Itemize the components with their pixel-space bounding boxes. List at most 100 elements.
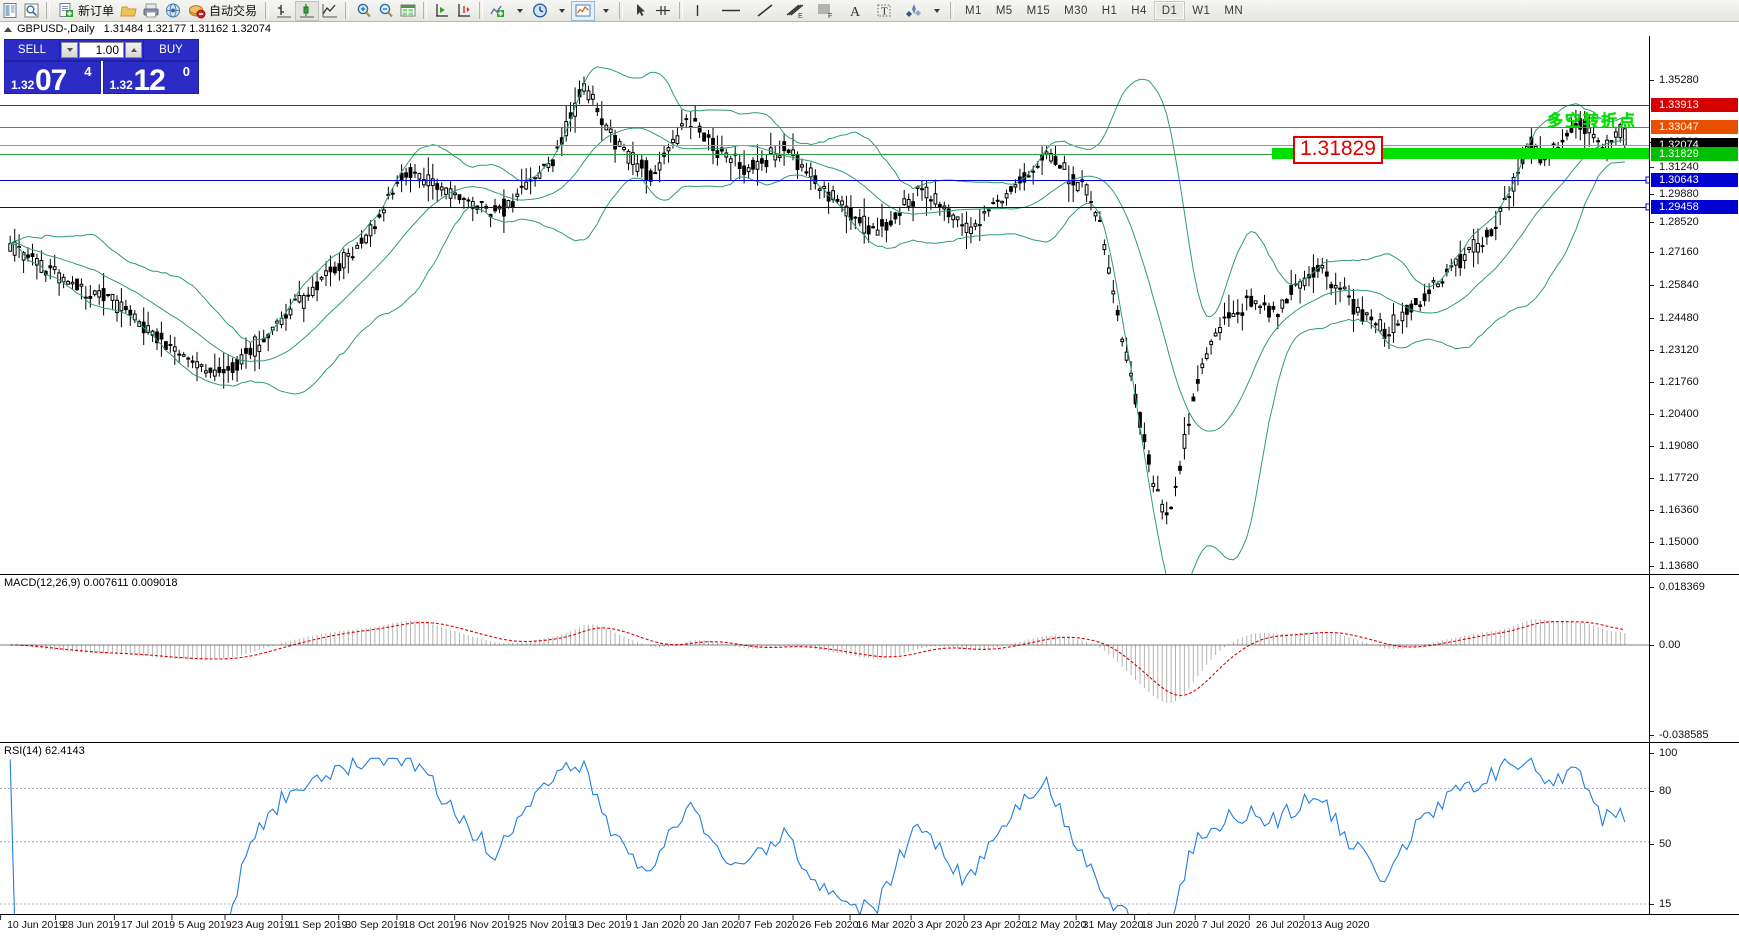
period-dropdown[interactable] bbox=[551, 1, 571, 21]
print-icon[interactable] bbox=[140, 1, 162, 21]
price-axis[interactable]: 1.35280 1.32560 1.31240 1.29880 1.28520 … bbox=[1649, 36, 1739, 574]
chart-ohlc-label: 1.31484 1.32177 1.31162 1.32074 bbox=[103, 23, 272, 35]
line-chart-icon[interactable] bbox=[319, 1, 341, 21]
price-flag-annotation[interactable]: 1.31829 bbox=[1293, 136, 1383, 164]
date-tick-label: 13 Aug 2020 bbox=[1303, 915, 1370, 931]
period-clock-icon[interactable] bbox=[529, 1, 551, 21]
rsi-tick: 15 bbox=[1650, 898, 1671, 910]
level-line-support-green[interactable] bbox=[0, 154, 1649, 155]
timeframe-w1[interactable]: W1 bbox=[1192, 4, 1211, 17]
bar-chart-icon[interactable] bbox=[273, 1, 295, 21]
shift-end-icon[interactable] bbox=[453, 1, 475, 21]
date-tick-label: 12 May 2020 bbox=[1018, 915, 1087, 931]
macd-pane: MACD(12,26,9) 0.007611 0.009018 0.018369… bbox=[0, 574, 1739, 742]
market-watch-icon[interactable] bbox=[21, 1, 42, 21]
volume-control[interactable]: 1.00 bbox=[60, 39, 143, 61]
main-toolbar: 新订单 自动交易 bbox=[0, 0, 1739, 22]
toolbar-separator-6 bbox=[619, 2, 624, 19]
new-order-button[interactable]: 新订单 bbox=[54, 1, 118, 21]
rsi-axis[interactable]: 100 80 50 15 bbox=[1649, 743, 1739, 914]
date-tick-label: 13 Dec 2019 bbox=[565, 915, 632, 931]
price-tick: 1.35280 bbox=[1650, 74, 1699, 86]
price-badge-resistance-red[interactable]: 1.33913 bbox=[1651, 98, 1738, 112]
price-badge-resistance-orange[interactable]: 1.33047 bbox=[1651, 120, 1738, 134]
timeframe-m15[interactable]: M15 bbox=[1026, 4, 1051, 17]
buy-price-prefix: 1.32 bbox=[109, 78, 133, 92]
timeframe-h4[interactable]: H4 bbox=[1131, 4, 1147, 17]
add-indicator-dropdown[interactable] bbox=[509, 1, 529, 21]
templates-icon[interactable] bbox=[571, 0, 596, 21]
price-badge-support-blue-1[interactable]: 1.30643 bbox=[1651, 173, 1738, 187]
shapes-dropdown[interactable] bbox=[926, 1, 946, 21]
timeframe-mn[interactable]: MN bbox=[1224, 4, 1244, 17]
timeframe-m30[interactable]: M30 bbox=[1064, 4, 1088, 17]
terminal-icon[interactable] bbox=[0, 1, 21, 21]
horizontal-line-icon[interactable] bbox=[716, 1, 746, 21]
rsi-plot-area[interactable] bbox=[0, 743, 1649, 914]
sell-price-box[interactable]: 1.32 07 4 bbox=[4, 61, 101, 94]
collapse-triangle-icon[interactable] bbox=[4, 26, 12, 32]
date-tick-label: 28 Jun 2019 bbox=[55, 915, 120, 931]
volume-input[interactable]: 1.00 bbox=[79, 42, 124, 58]
price-badge-support-blue-2[interactable]: 1.29458 bbox=[1651, 200, 1738, 214]
price-tick: 1.19080 bbox=[1650, 440, 1699, 452]
fibo-f-icon[interactable]: F bbox=[812, 1, 838, 21]
rsi-tick: 50 bbox=[1650, 838, 1671, 850]
text-icon[interactable]: A bbox=[844, 1, 866, 21]
globe-icon[interactable] bbox=[162, 1, 184, 21]
pointer-icon[interactable] bbox=[630, 1, 651, 21]
level-line-support-blue-2[interactable] bbox=[0, 207, 1649, 208]
toolbar-separator-4 bbox=[423, 2, 428, 19]
date-tick-label: 16 Mar 2020 bbox=[849, 915, 916, 931]
price-badge-support-green[interactable]: 1.31829 bbox=[1651, 147, 1738, 161]
label-icon[interactable]: T bbox=[872, 1, 896, 21]
volume-increase-button[interactable] bbox=[125, 42, 142, 58]
macd-plot-area[interactable] bbox=[0, 575, 1649, 742]
macd-axis[interactable]: 0.018369 0.00 -0.038585 bbox=[1649, 575, 1739, 742]
date-tick-label: 10 Jun 2019 bbox=[0, 915, 65, 931]
vertical-line-icon[interactable] bbox=[687, 1, 708, 21]
volume-decrease-button[interactable] bbox=[61, 42, 78, 58]
fibo-icon[interactable]: E bbox=[782, 1, 808, 21]
level-line-support-blue-1[interactable] bbox=[0, 180, 1649, 181]
templates-dropdown[interactable] bbox=[595, 1, 615, 21]
price-plot-area[interactable]: 1.31829 多空转折点 bbox=[0, 36, 1649, 574]
level-band-green[interactable] bbox=[1272, 148, 1649, 159]
shift-start-icon[interactable] bbox=[431, 1, 453, 21]
level-line-resistance-orange[interactable] bbox=[0, 127, 1649, 128]
chinese-annotation-label[interactable]: 多空转折点 bbox=[1547, 113, 1638, 130]
timeframe-h1[interactable]: H1 bbox=[1101, 4, 1118, 17]
level-line-resistance-red[interactable] bbox=[0, 105, 1649, 106]
candlestick-chart-icon[interactable] bbox=[295, 0, 320, 21]
date-tick-label: 6 Nov 2019 bbox=[454, 915, 515, 931]
date-tick-label: 17 Jul 2019 bbox=[113, 915, 176, 931]
zoom-in-icon[interactable] bbox=[353, 1, 375, 21]
price-tick: 1.28520 bbox=[1650, 216, 1699, 228]
auto-trading-button[interactable]: 自动交易 bbox=[184, 1, 261, 21]
chart-symbol-label: GBPUSD-,Daily bbox=[17, 23, 95, 35]
date-tick-label: 20 Jan 2020 bbox=[680, 915, 745, 931]
toolbar-separator-5 bbox=[479, 2, 484, 19]
data-window-icon[interactable] bbox=[397, 1, 419, 21]
rsi-label: RSI(14) 62.4143 bbox=[4, 745, 85, 757]
level-handle-blue-2[interactable] bbox=[1645, 203, 1649, 211]
price-tick: 1.21760 bbox=[1650, 376, 1699, 388]
buy-button[interactable]: BUY bbox=[143, 39, 199, 61]
folder-icon[interactable] bbox=[118, 1, 140, 21]
add-indicator-icon[interactable] bbox=[487, 1, 509, 21]
rsi-tick: 80 bbox=[1650, 785, 1671, 797]
buy-price-box[interactable]: 1.32 12 0 bbox=[102, 61, 199, 94]
macd-tick: 0.00 bbox=[1650, 639, 1680, 651]
sell-button[interactable]: SELL bbox=[4, 39, 60, 61]
date-axis[interactable]: 10 Jun 2019 28 Jun 2019 17 Jul 2019 5 Aug 2… bbox=[0, 914, 1739, 938]
level-handle-blue-1[interactable] bbox=[1645, 176, 1649, 184]
crosshair-icon[interactable] bbox=[651, 1, 675, 21]
price-tick: 1.27160 bbox=[1650, 246, 1699, 258]
timeframe-m5[interactable]: M5 bbox=[995, 4, 1013, 17]
trendline-icon[interactable] bbox=[752, 1, 778, 21]
shapes-icon[interactable] bbox=[902, 1, 926, 21]
timeframe-d1[interactable]: D1 bbox=[1153, 1, 1186, 20]
zoom-out-icon[interactable] bbox=[375, 1, 397, 21]
one-click-trading-panel[interactable]: SELL 1.00 BUY 1.32 07 4 1.32 12 0 bbox=[4, 39, 199, 94]
timeframe-m1[interactable]: M1 bbox=[965, 4, 982, 17]
